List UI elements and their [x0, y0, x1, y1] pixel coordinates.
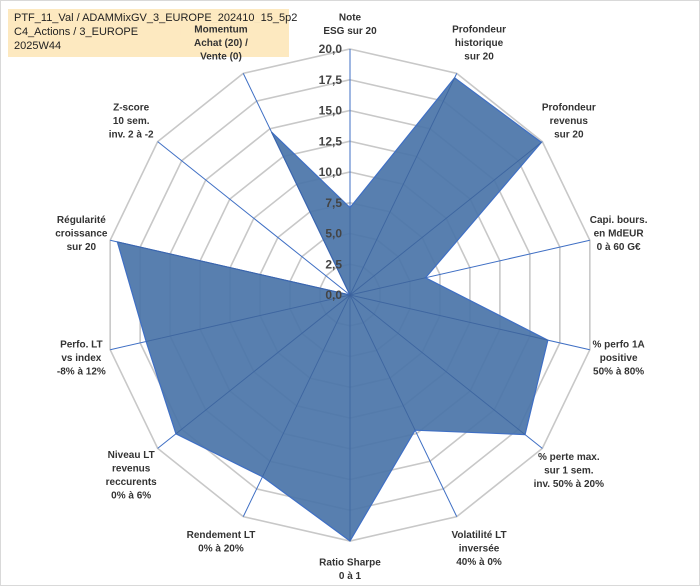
- axis-label-line: Régularité: [57, 215, 106, 226]
- axis-label-line: % perte max.: [538, 452, 600, 463]
- axis-label-line: 0 à 1: [339, 571, 362, 582]
- axis-label-line: sur 20: [554, 130, 584, 141]
- series-spoke: [349, 277, 426, 296]
- axis-label-line: Momentum: [194, 25, 247, 36]
- series-spoke: [349, 142, 542, 296]
- header-line-category: C4_Actions / 3_EUROPE: [14, 26, 139, 38]
- axis-label-line: sur 20: [67, 242, 97, 253]
- axis-label-highlight: [180, 22, 261, 36]
- axis-label-line: 0 à 60 G€: [597, 242, 641, 253]
- axis-label-line: Z-score: [113, 103, 150, 114]
- series-spoke: [349, 77, 455, 296]
- axis-label-line: 50% à 80%: [593, 367, 644, 378]
- axis-label-line: Capi. bours.: [590, 215, 648, 226]
- tick-label: 0,0: [325, 288, 342, 302]
- axis-label-line: inversée: [459, 543, 500, 554]
- axis-label-line: positive: [600, 353, 638, 364]
- axis-label-line: Rendement LT: [187, 530, 256, 541]
- axis-label: Perfo. LT vs index -8% à 12%: [57, 340, 106, 378]
- axis-label-line: Ratio Sharpe: [319, 558, 381, 569]
- axis-label-line: sur 20: [464, 52, 494, 63]
- series-spoke: [117, 241, 351, 296]
- series-spoke: [349, 294, 416, 431]
- axis-label-line: Profondeur: [542, 103, 596, 114]
- axis-label: Niveau LT revenus reccurents 0% à 6%: [106, 450, 158, 502]
- radar-tick-labels: 0,0 2,5 5,0 7,5 10,0 12,5 15,0 17,5 20,0: [319, 42, 343, 302]
- axis-label-line: vs index: [61, 353, 101, 364]
- series-spoke: [262, 294, 351, 477]
- series-spoke: [349, 294, 548, 341]
- axis-label: Z-score 10 sem. inv. 2 à -2: [109, 103, 154, 141]
- axis-label-line: revenus: [112, 463, 151, 474]
- chart-header: PTF_11_Val / ADAMMixGV_3_EUROPE_202410_1…: [8, 9, 298, 57]
- axis-label-line: -8% à 12%: [57, 367, 106, 378]
- axis-label: Volatilité LT inversée 40% à 0%: [451, 530, 506, 568]
- axis-label-line: historique: [455, 38, 504, 49]
- header-line-week: 2025W44: [14, 40, 62, 52]
- tick-label: 12,5: [319, 134, 343, 148]
- axis-label-line: inv. 2 à -2: [109, 130, 154, 141]
- axis-label-line: Vente (0): [200, 52, 242, 63]
- tick-label: 17,5: [319, 73, 343, 87]
- axis-label-line: 0% à 20%: [198, 543, 244, 554]
- series-spoke: [349, 294, 526, 435]
- axis-label-line: Volatilité LT: [451, 530, 506, 541]
- axis-label-line: sur 1 sem.: [544, 465, 594, 476]
- axis-label-line: croissance: [55, 228, 108, 239]
- axis-label-line: Niveau LT: [108, 450, 155, 461]
- axis-label: Profondeur historique sur 20: [452, 25, 506, 63]
- axis-spoke: [157, 141, 351, 296]
- tick-label: 10,0: [319, 165, 343, 179]
- axis-label: Régularité croissance sur 20: [55, 215, 108, 253]
- axis-label-line: 40% à 0%: [456, 557, 502, 568]
- series-spoke: [271, 131, 351, 296]
- header-line-portfolio: PTF_11_Val / ADAMMixGV_3_EUROPE_202410_1…: [14, 12, 298, 24]
- axis-label-line: Note: [339, 13, 362, 24]
- axis-label-line: Profondeur: [452, 25, 506, 36]
- tick-label: 2,5: [325, 257, 342, 271]
- series-spoke: [175, 294, 351, 435]
- axis-label: Rendement LT 0% à 20%: [187, 530, 256, 555]
- axis-label-line: 0% à 6%: [111, 490, 151, 501]
- axis-label: Ratio Sharpe 0 à 1: [319, 558, 381, 583]
- axis-label-line: Perfo. LT: [60, 340, 103, 351]
- radar-series: [116, 76, 549, 542]
- axis-label: % perfo 1A positive 50% à 80%: [593, 340, 645, 378]
- tick-label: 7,5: [325, 196, 342, 210]
- tick-label: 20,0: [319, 42, 343, 56]
- axis-label-line: % perfo 1A: [593, 340, 645, 351]
- axis-label: Capi. bours. en MdEUR 0 à 60 G€: [590, 215, 648, 253]
- axis-label-line: reccurents: [106, 477, 158, 488]
- series-spoke: [146, 294, 351, 342]
- axis-label-line: 10 sem.: [113, 116, 150, 127]
- axis-label: Note ESG sur 20: [323, 13, 377, 38]
- axis-label-line: en MdEUR: [594, 228, 645, 239]
- radar-axis-labels: Note ESG sur 20 Profondeur historique sur 20…: [55, 13, 648, 583]
- tick-label: 15,0: [319, 104, 343, 118]
- axis-label-line: revenus: [550, 116, 589, 127]
- axis-label-line: Achat (20) /: [194, 38, 248, 49]
- axis-label-line: ESG sur 20: [323, 26, 377, 37]
- axis-label: Profondeur revenus sur 20: [542, 103, 596, 141]
- tick-label: 5,0: [325, 227, 342, 241]
- axis-label: % perte max. sur 1 sem. inv. 50% à 20%: [534, 452, 605, 490]
- axis-label-line: inv. 50% à 20%: [534, 479, 605, 490]
- axis-label: Momentum Achat (20) / Vente (0): [180, 22, 261, 63]
